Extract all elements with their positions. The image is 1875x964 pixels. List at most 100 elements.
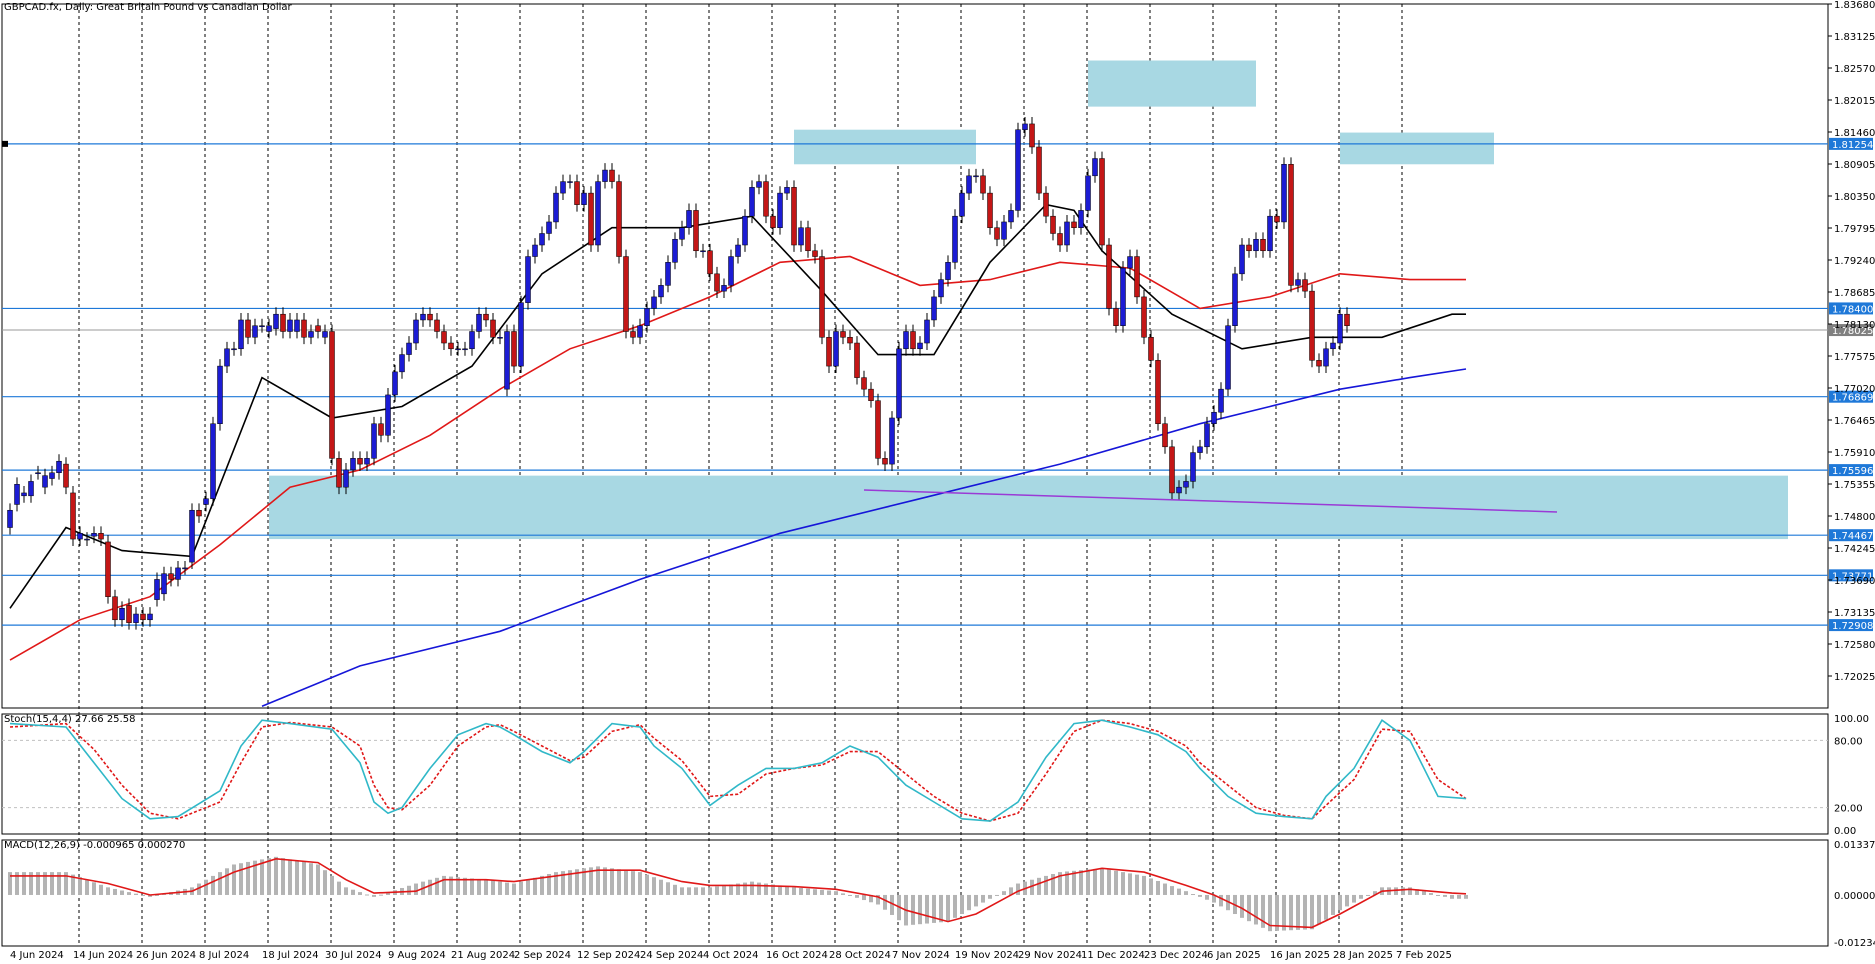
bear-candle <box>1288 164 1294 286</box>
stoch-main-line <box>9 719 1467 822</box>
bear-candle <box>819 256 825 338</box>
bull-candle <box>1330 342 1336 350</box>
macd-bar <box>1212 894 1216 903</box>
bear-candle <box>630 331 636 338</box>
purple-trendline <box>863 489 1558 513</box>
y-tick-label: 1.77575 <box>1834 352 1875 363</box>
macd-bar <box>953 894 957 918</box>
macd-bar <box>505 882 509 895</box>
macd-bar <box>729 884 733 895</box>
bear-candle <box>1099 158 1105 246</box>
macd-bar <box>344 887 348 895</box>
macd-bar <box>687 887 691 895</box>
macd-bar <box>841 893 845 895</box>
bull-candle <box>1232 273 1238 326</box>
bear-candle <box>98 533 104 540</box>
bear-candle <box>1029 123 1035 148</box>
bull-candle <box>546 221 552 234</box>
y-tick-label: 1.77020 <box>1834 384 1875 395</box>
macd-bar <box>463 877 467 895</box>
macd-bar <box>379 894 383 896</box>
macd-bar <box>911 894 915 925</box>
macd-bar <box>778 885 782 895</box>
bear-candle <box>616 181 622 257</box>
macd-bar <box>708 887 712 895</box>
y-tick-label: 1.80350 <box>1834 192 1875 203</box>
macd-bar <box>918 894 922 925</box>
bear-candle <box>854 342 860 378</box>
macd-bar <box>225 868 229 895</box>
macd-bar <box>148 894 152 897</box>
bear-candle <box>770 215 776 228</box>
macd-bar <box>1338 894 1342 911</box>
macd-bar <box>1296 894 1300 930</box>
bull-candle <box>385 394 391 436</box>
macd-bar <box>1086 869 1090 895</box>
indicators <box>2 719 1828 932</box>
bear-candle <box>1162 423 1168 448</box>
macd-bar <box>267 858 271 895</box>
macd-bar <box>113 888 117 895</box>
bear-candle <box>763 181 769 217</box>
macd-bar <box>757 882 761 895</box>
macd-bar <box>15 872 19 895</box>
bull-candle <box>1183 481 1189 488</box>
bull-candle <box>343 469 349 488</box>
macd-bar <box>1030 879 1034 895</box>
macd-bar <box>1177 888 1181 895</box>
bear-candle <box>1141 296 1147 338</box>
bull-candle <box>371 423 377 459</box>
bull-candle <box>189 509 195 563</box>
macd-bar <box>337 881 341 895</box>
macd-bar <box>645 874 649 895</box>
y-tick-label: 1.72580 <box>1834 640 1875 651</box>
bull-candle <box>350 458 356 471</box>
bear-candle <box>861 377 867 390</box>
bear-candle <box>336 458 342 488</box>
macd-bar <box>715 886 719 895</box>
bull-candle <box>294 319 300 332</box>
macd-bar <box>64 872 68 895</box>
bear-candle <box>574 181 580 205</box>
macd-bar <box>141 894 145 896</box>
macd-bar <box>533 877 537 895</box>
level-tag <box>1829 464 1873 477</box>
panel-frame <box>1 3 1829 709</box>
bear-candle <box>1134 256 1140 298</box>
macd-bar <box>232 864 236 895</box>
bull-candle <box>1190 452 1196 482</box>
macd-bar <box>946 894 950 922</box>
macd-bar <box>470 878 474 895</box>
macd-bar <box>260 859 264 895</box>
level-tag-label: 1.78400 <box>1832 304 1873 315</box>
bull-candle <box>154 579 160 600</box>
macd-bar <box>1240 894 1244 918</box>
macd-bar <box>1121 872 1125 895</box>
bear-candle <box>868 388 874 401</box>
macd-bar <box>750 881 754 895</box>
macd-bar <box>491 880 495 895</box>
macd-bar <box>1058 872 1062 895</box>
bull-candle <box>119 608 125 621</box>
macd-bar <box>1464 894 1468 899</box>
bull-candle <box>798 227 804 246</box>
bear-candle <box>623 256 629 332</box>
bull-candle <box>455 348 461 351</box>
macd-bar <box>386 892 390 895</box>
macd-bar <box>71 874 75 895</box>
level-tag-label: 1.74467 <box>1832 531 1873 542</box>
bull-candle <box>21 492 27 497</box>
level-tag-label: 1.73771 <box>1832 571 1873 582</box>
bear-candle <box>1246 244 1252 252</box>
bull-candle <box>1008 210 1014 223</box>
bull-candle <box>1022 123 1028 130</box>
bear-candle <box>1169 446 1175 494</box>
macd-bar <box>428 879 432 895</box>
macd-bar <box>1184 891 1188 895</box>
bear-candle <box>490 319 496 338</box>
bear-candle <box>840 331 846 338</box>
bull-candle <box>147 613 153 621</box>
macd-bar <box>1331 894 1335 915</box>
bull-candle <box>952 215 958 263</box>
